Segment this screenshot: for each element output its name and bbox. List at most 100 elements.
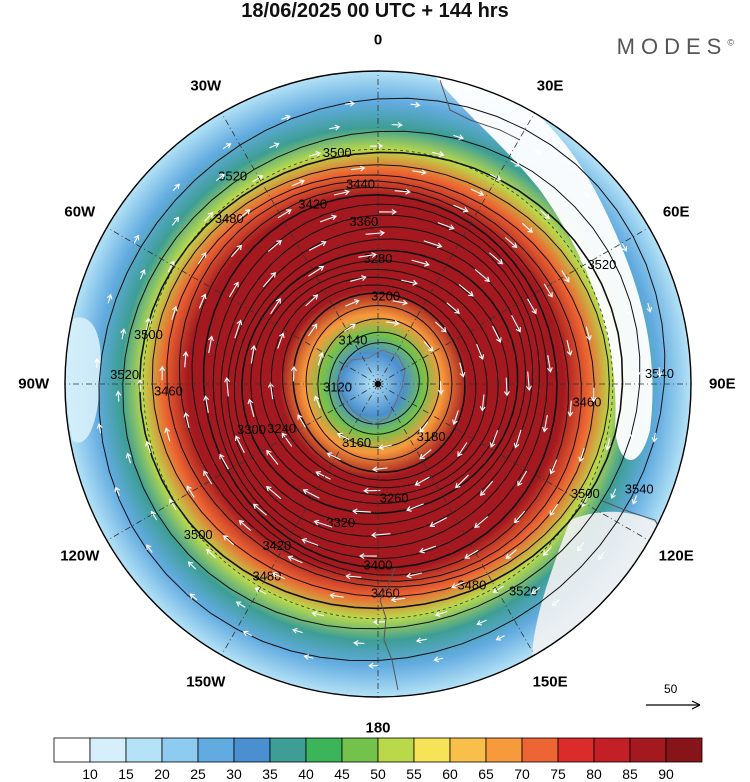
wind-vector [167,260,175,273]
wind-vector [254,587,267,595]
lon-30e-label: 30E [536,77,564,95]
wind-vector [305,294,319,307]
wind-vector [145,317,152,331]
wind-vector [164,427,171,442]
colorbar-swatch [305,737,343,763]
wind-vector [203,470,213,485]
wind-vector [146,544,153,553]
wind-vector [415,637,427,644]
wind-vector [429,517,448,527]
map-border [64,70,692,698]
colorbar-swatch [377,737,415,763]
wind-vector [219,453,229,470]
wind-vector [476,619,487,626]
wind-vector [270,298,281,315]
wind-vector [230,244,242,258]
wind-vector [459,362,466,378]
wind-vector [313,519,333,528]
wind-vector [329,124,341,131]
wind-vector [171,305,178,320]
wind-vector [474,268,490,282]
wind-vector [551,599,560,607]
wind-vector [352,508,371,515]
colorbar-tick-label: 60 [442,766,458,782]
wind-vector [419,449,432,460]
contour-3200 [292,292,466,473]
wind-vector [434,611,448,617]
wind-vector [189,593,198,601]
wind-vector [503,377,510,397]
lon-0-label: 0 [373,31,383,49]
contour-label: 3420 [298,197,327,212]
wind-vector [358,252,377,258]
lon-30w-label: 30W [190,77,222,95]
colorbar-swatch [341,737,379,763]
wind-vector [234,319,243,339]
meridian-lon-60w [106,227,379,385]
wind-vector [359,553,377,560]
wind-vector [169,498,177,510]
wind-vector [576,542,585,552]
wind-vector [182,351,189,368]
colorbar-tick-label: 75 [550,766,566,782]
wind-vector [414,476,430,486]
wind-vector [277,209,292,219]
contour-label: 3440 [346,176,375,191]
wind-vector [446,302,460,314]
colorbar-tick-label: 55 [406,766,422,782]
contour-label: 3520 [587,257,616,272]
colorbar-swatch [521,737,559,763]
brand-name: MODES [616,34,728,59]
wind-vector [365,230,386,237]
colorbar-swatch [413,737,451,763]
colorbar-swatch [665,737,703,763]
wind-vector [510,160,521,167]
wind-vector [566,339,573,356]
wind-vector [172,183,180,192]
wind-vector [437,381,444,395]
wind-vector [266,486,282,500]
colorbar-tick-label: 80 [586,766,602,782]
south-america-coast [379,567,399,691]
lon-150e-label: 150E [532,673,568,691]
wind-vector [542,546,553,556]
wind-vector [559,198,569,207]
wind-vector [406,572,423,579]
graticule [65,71,691,697]
south-pole-marker [375,381,381,387]
wind-vector [372,619,386,625]
contour-label: 3480 [457,577,486,592]
wind-vector [543,283,553,298]
wind-vector [139,269,146,280]
weak-wind-patch-west [65,317,101,443]
wind-vector [604,437,611,451]
wind-vector [513,429,522,449]
weak-wind-patch-east [430,71,653,460]
wind-vector [423,240,443,249]
contour-label: 3240 [267,421,296,436]
wind-vector [315,471,331,480]
wind-vector [133,234,140,244]
colorbar-swatch [269,737,307,763]
wind-vector [238,520,252,532]
wind-vector [281,432,293,447]
wind-vector [455,474,469,489]
wind-vector [549,459,558,475]
vector-scale-arrow [646,700,701,710]
wind-vector [419,421,429,434]
meridian-lon-30w [221,112,379,385]
wind-vector [370,143,384,149]
colorbar-tick-label: 45 [334,766,350,782]
wind-vector [531,586,541,595]
colorbar-swatch [233,737,271,763]
wind-vector [634,366,641,378]
wind-vector [470,188,485,197]
wind-vector [511,314,521,333]
colorbar-tick-label: 50 [370,766,386,782]
wind-vector [525,371,532,392]
wind-vector [308,241,327,251]
wind-vector [239,209,251,219]
wind-vector [197,252,207,265]
wind-vector [206,548,216,559]
contour-label: 3400 [364,558,393,573]
